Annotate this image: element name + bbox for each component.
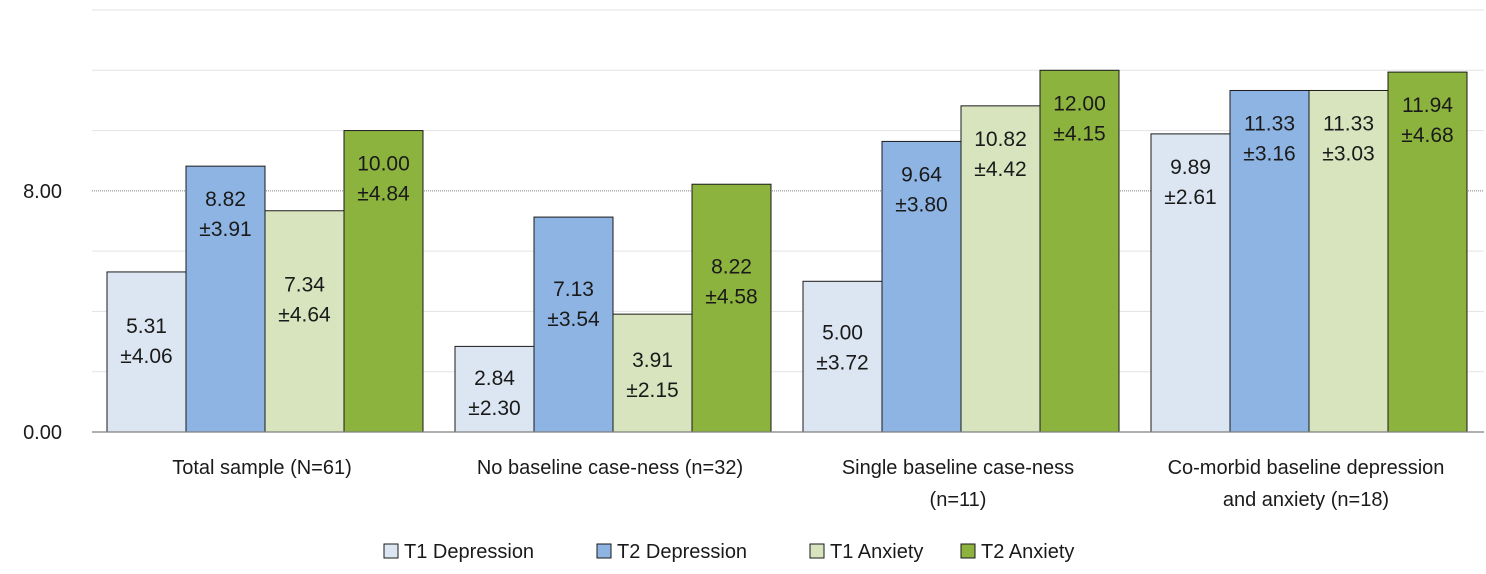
bar-t1-anxiety bbox=[612, 313, 693, 433]
legend-label: T1 Depression bbox=[404, 541, 534, 563]
x-category-label: Single baseline case-ness bbox=[842, 457, 1074, 479]
data-label-sd: ±3.54 bbox=[547, 308, 600, 331]
data-label-sd: ±2.15 bbox=[626, 379, 678, 402]
data-label-value: 11.33 bbox=[1323, 112, 1374, 135]
data-label-sd: ±4.06 bbox=[120, 345, 172, 368]
bar-t1-anxiety bbox=[960, 105, 1041, 433]
y-tick-label: 8.00 bbox=[23, 181, 62, 203]
data-label-value: 7.13 bbox=[553, 278, 594, 301]
x-category-label: Co-morbid baseline depression bbox=[1168, 457, 1445, 479]
bar-t2-anxiety bbox=[343, 130, 424, 433]
data-label-value: 11.33 bbox=[1244, 112, 1295, 135]
data-label-value: 9.89 bbox=[1170, 156, 1211, 179]
data-label-sd: ±2.61 bbox=[1164, 186, 1216, 209]
data-label-sd: ±3.72 bbox=[816, 352, 868, 375]
x-category-label: No baseline case-ness (n=32) bbox=[477, 457, 743, 479]
legend-swatch bbox=[809, 543, 825, 559]
data-label-value: 8.82 bbox=[205, 188, 246, 211]
y-tick-label: 0.00 bbox=[23, 422, 62, 444]
bars bbox=[106, 69, 1468, 433]
bar-t2-depression bbox=[185, 165, 266, 433]
data-label-sd: ±3.91 bbox=[199, 218, 251, 241]
data-label-sd: ±4.15 bbox=[1053, 122, 1105, 145]
data-label-sd: ±4.42 bbox=[974, 158, 1026, 181]
bar-t2-anxiety bbox=[1039, 69, 1120, 433]
data-label-sd: ±3.03 bbox=[1322, 142, 1374, 165]
data-label-sd: ±3.16 bbox=[1243, 142, 1295, 165]
legend-swatch bbox=[596, 543, 612, 559]
data-label-value: 12.00 bbox=[1053, 92, 1106, 115]
data-label-value: 10.00 bbox=[357, 153, 410, 176]
data-label-sd: ±3.80 bbox=[895, 193, 947, 216]
bar-t1-anxiety bbox=[1308, 89, 1389, 433]
bar-t1-depression bbox=[802, 280, 883, 433]
bar-t2-depression bbox=[533, 216, 614, 433]
bar-t1-anxiety bbox=[264, 210, 345, 433]
data-label-value: 5.31 bbox=[126, 315, 167, 338]
data-label-sd: ±4.84 bbox=[357, 183, 410, 206]
legend-label: T2 Depression bbox=[617, 541, 747, 563]
legend-label: T2 Anxiety bbox=[981, 541, 1074, 563]
legend: T1 Depression T2 Depression T1 Anxiety T2 A… bbox=[383, 541, 1074, 563]
x-category-label: (n=11) bbox=[930, 489, 987, 511]
data-label-value: 8.22 bbox=[711, 256, 752, 279]
bar-t1-depression bbox=[454, 345, 535, 433]
x-category-label: and anxiety (n=18) bbox=[1223, 489, 1389, 511]
data-label-value: 9.64 bbox=[901, 163, 942, 186]
data-label-value: 2.84 bbox=[474, 367, 515, 390]
data-label-value: 7.34 bbox=[284, 274, 325, 297]
data-label-value: 11.94 bbox=[1402, 94, 1453, 117]
data-label-sd: ±4.58 bbox=[705, 286, 757, 309]
bar-t1-depression bbox=[1150, 133, 1231, 433]
data-label-value: 10.82 bbox=[974, 128, 1027, 151]
x-category-label: Total sample (N=61) bbox=[172, 457, 352, 479]
data-label-value: 3.91 bbox=[632, 349, 673, 372]
bar-t2-depression bbox=[881, 140, 962, 433]
bar-t2-anxiety bbox=[691, 183, 772, 433]
legend-swatch bbox=[960, 543, 976, 559]
legend-swatch bbox=[383, 543, 399, 559]
bar-t2-anxiety bbox=[1387, 71, 1468, 433]
data-label-value: 5.00 bbox=[822, 322, 863, 345]
data-label-sd: ±4.68 bbox=[1401, 124, 1453, 147]
data-label-sd: ±4.64 bbox=[278, 304, 331, 327]
legend-label: T1 Anxiety bbox=[830, 541, 923, 563]
bar-t2-depression bbox=[1229, 89, 1310, 433]
data-label-sd: ±2.30 bbox=[468, 397, 520, 420]
